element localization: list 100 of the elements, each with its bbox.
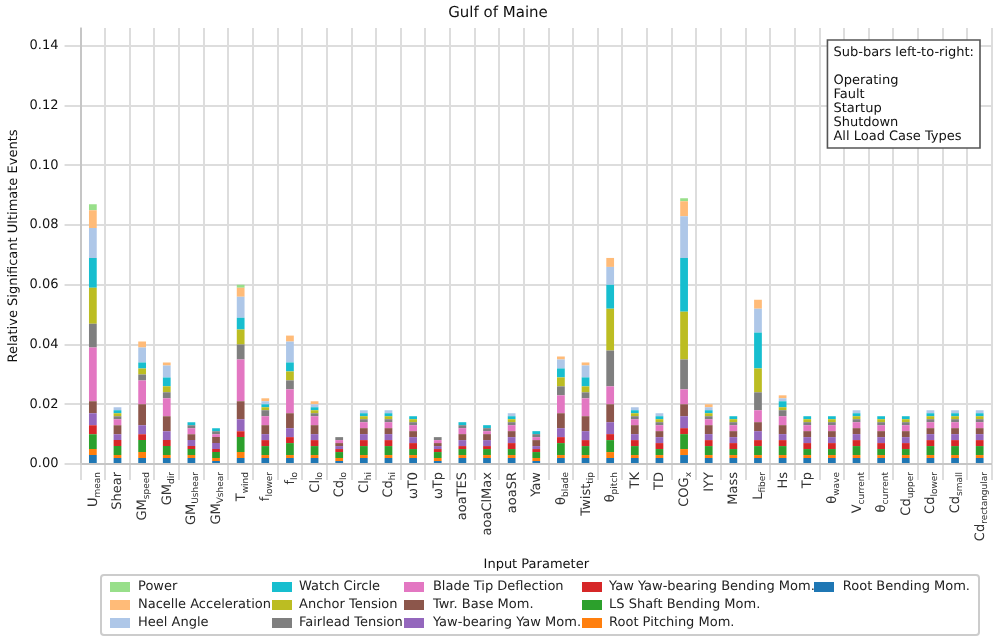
bar	[236, 344, 245, 360]
bar	[778, 410, 787, 417]
bar	[458, 440, 467, 447]
bar	[926, 422, 935, 429]
bar	[926, 428, 935, 435]
bar	[778, 416, 787, 426]
bar	[680, 311, 688, 360]
bar	[828, 431, 836, 438]
bar	[359, 446, 368, 456]
bar	[162, 416, 171, 432]
bar	[803, 425, 812, 432]
bar	[729, 431, 738, 438]
bar	[88, 413, 97, 426]
bar	[138, 452, 147, 459]
bar	[754, 308, 762, 333]
bar	[803, 431, 812, 438]
bar	[754, 446, 762, 456]
bar	[704, 419, 713, 426]
bar	[630, 446, 639, 456]
bar	[606, 350, 615, 387]
bar	[655, 443, 664, 450]
bar	[557, 368, 565, 378]
bar	[729, 443, 738, 450]
bar	[409, 431, 417, 438]
bar	[384, 422, 393, 429]
bar	[951, 428, 959, 435]
bar	[384, 440, 393, 447]
bar	[606, 284, 615, 309]
bar	[162, 446, 171, 456]
bar	[286, 443, 294, 456]
bar	[507, 449, 516, 456]
bar	[606, 422, 615, 435]
bar	[138, 368, 147, 375]
bar	[113, 434, 122, 441]
bar	[606, 434, 615, 441]
bar	[680, 404, 688, 417]
bar	[261, 425, 270, 435]
bar	[852, 422, 861, 429]
bar	[630, 440, 639, 447]
bar	[113, 425, 122, 435]
bar	[88, 287, 97, 324]
bar	[310, 416, 319, 426]
bar	[286, 413, 294, 429]
bar	[286, 437, 294, 444]
bar	[286, 341, 294, 363]
bar	[187, 449, 196, 456]
bar	[901, 449, 910, 456]
bar	[754, 368, 762, 393]
bar	[606, 440, 615, 453]
bar	[655, 431, 664, 438]
bar	[458, 434, 467, 441]
bar	[88, 449, 97, 456]
bar	[162, 431, 171, 441]
bar	[606, 386, 615, 405]
bar	[754, 422, 762, 432]
bar	[88, 257, 97, 288]
bar	[409, 437, 417, 444]
bar	[162, 392, 171, 399]
bar	[778, 401, 787, 408]
bar	[754, 332, 762, 369]
bar	[852, 434, 861, 441]
bar	[803, 437, 812, 444]
bar	[803, 449, 812, 456]
bar	[88, 210, 97, 229]
bar	[951, 434, 959, 441]
bar	[359, 422, 368, 429]
bar	[581, 392, 590, 399]
bar	[384, 428, 393, 435]
bar	[975, 422, 984, 429]
bar	[138, 434, 147, 441]
bar	[409, 449, 417, 456]
bar	[680, 449, 688, 456]
bar	[729, 449, 738, 456]
bar	[138, 362, 147, 369]
bar	[236, 317, 245, 330]
bar	[557, 437, 565, 444]
bar	[286, 380, 294, 390]
bar	[507, 437, 516, 444]
bar	[433, 452, 442, 459]
bar	[852, 440, 861, 447]
bar	[901, 431, 910, 438]
bar	[458, 449, 467, 456]
bar	[286, 389, 294, 414]
bar	[778, 425, 787, 435]
bar	[877, 443, 886, 450]
bar	[236, 296, 245, 318]
bar	[138, 425, 147, 435]
bar	[261, 446, 270, 456]
bar	[507, 443, 516, 450]
bar	[606, 266, 615, 285]
bar	[532, 452, 541, 459]
bar	[384, 434, 393, 441]
bar	[187, 440, 196, 447]
bar	[704, 446, 713, 456]
bar	[162, 377, 171, 387]
bar	[162, 398, 171, 417]
bar	[359, 440, 368, 447]
bar	[754, 299, 762, 309]
bar	[261, 440, 270, 447]
bar	[803, 443, 812, 450]
